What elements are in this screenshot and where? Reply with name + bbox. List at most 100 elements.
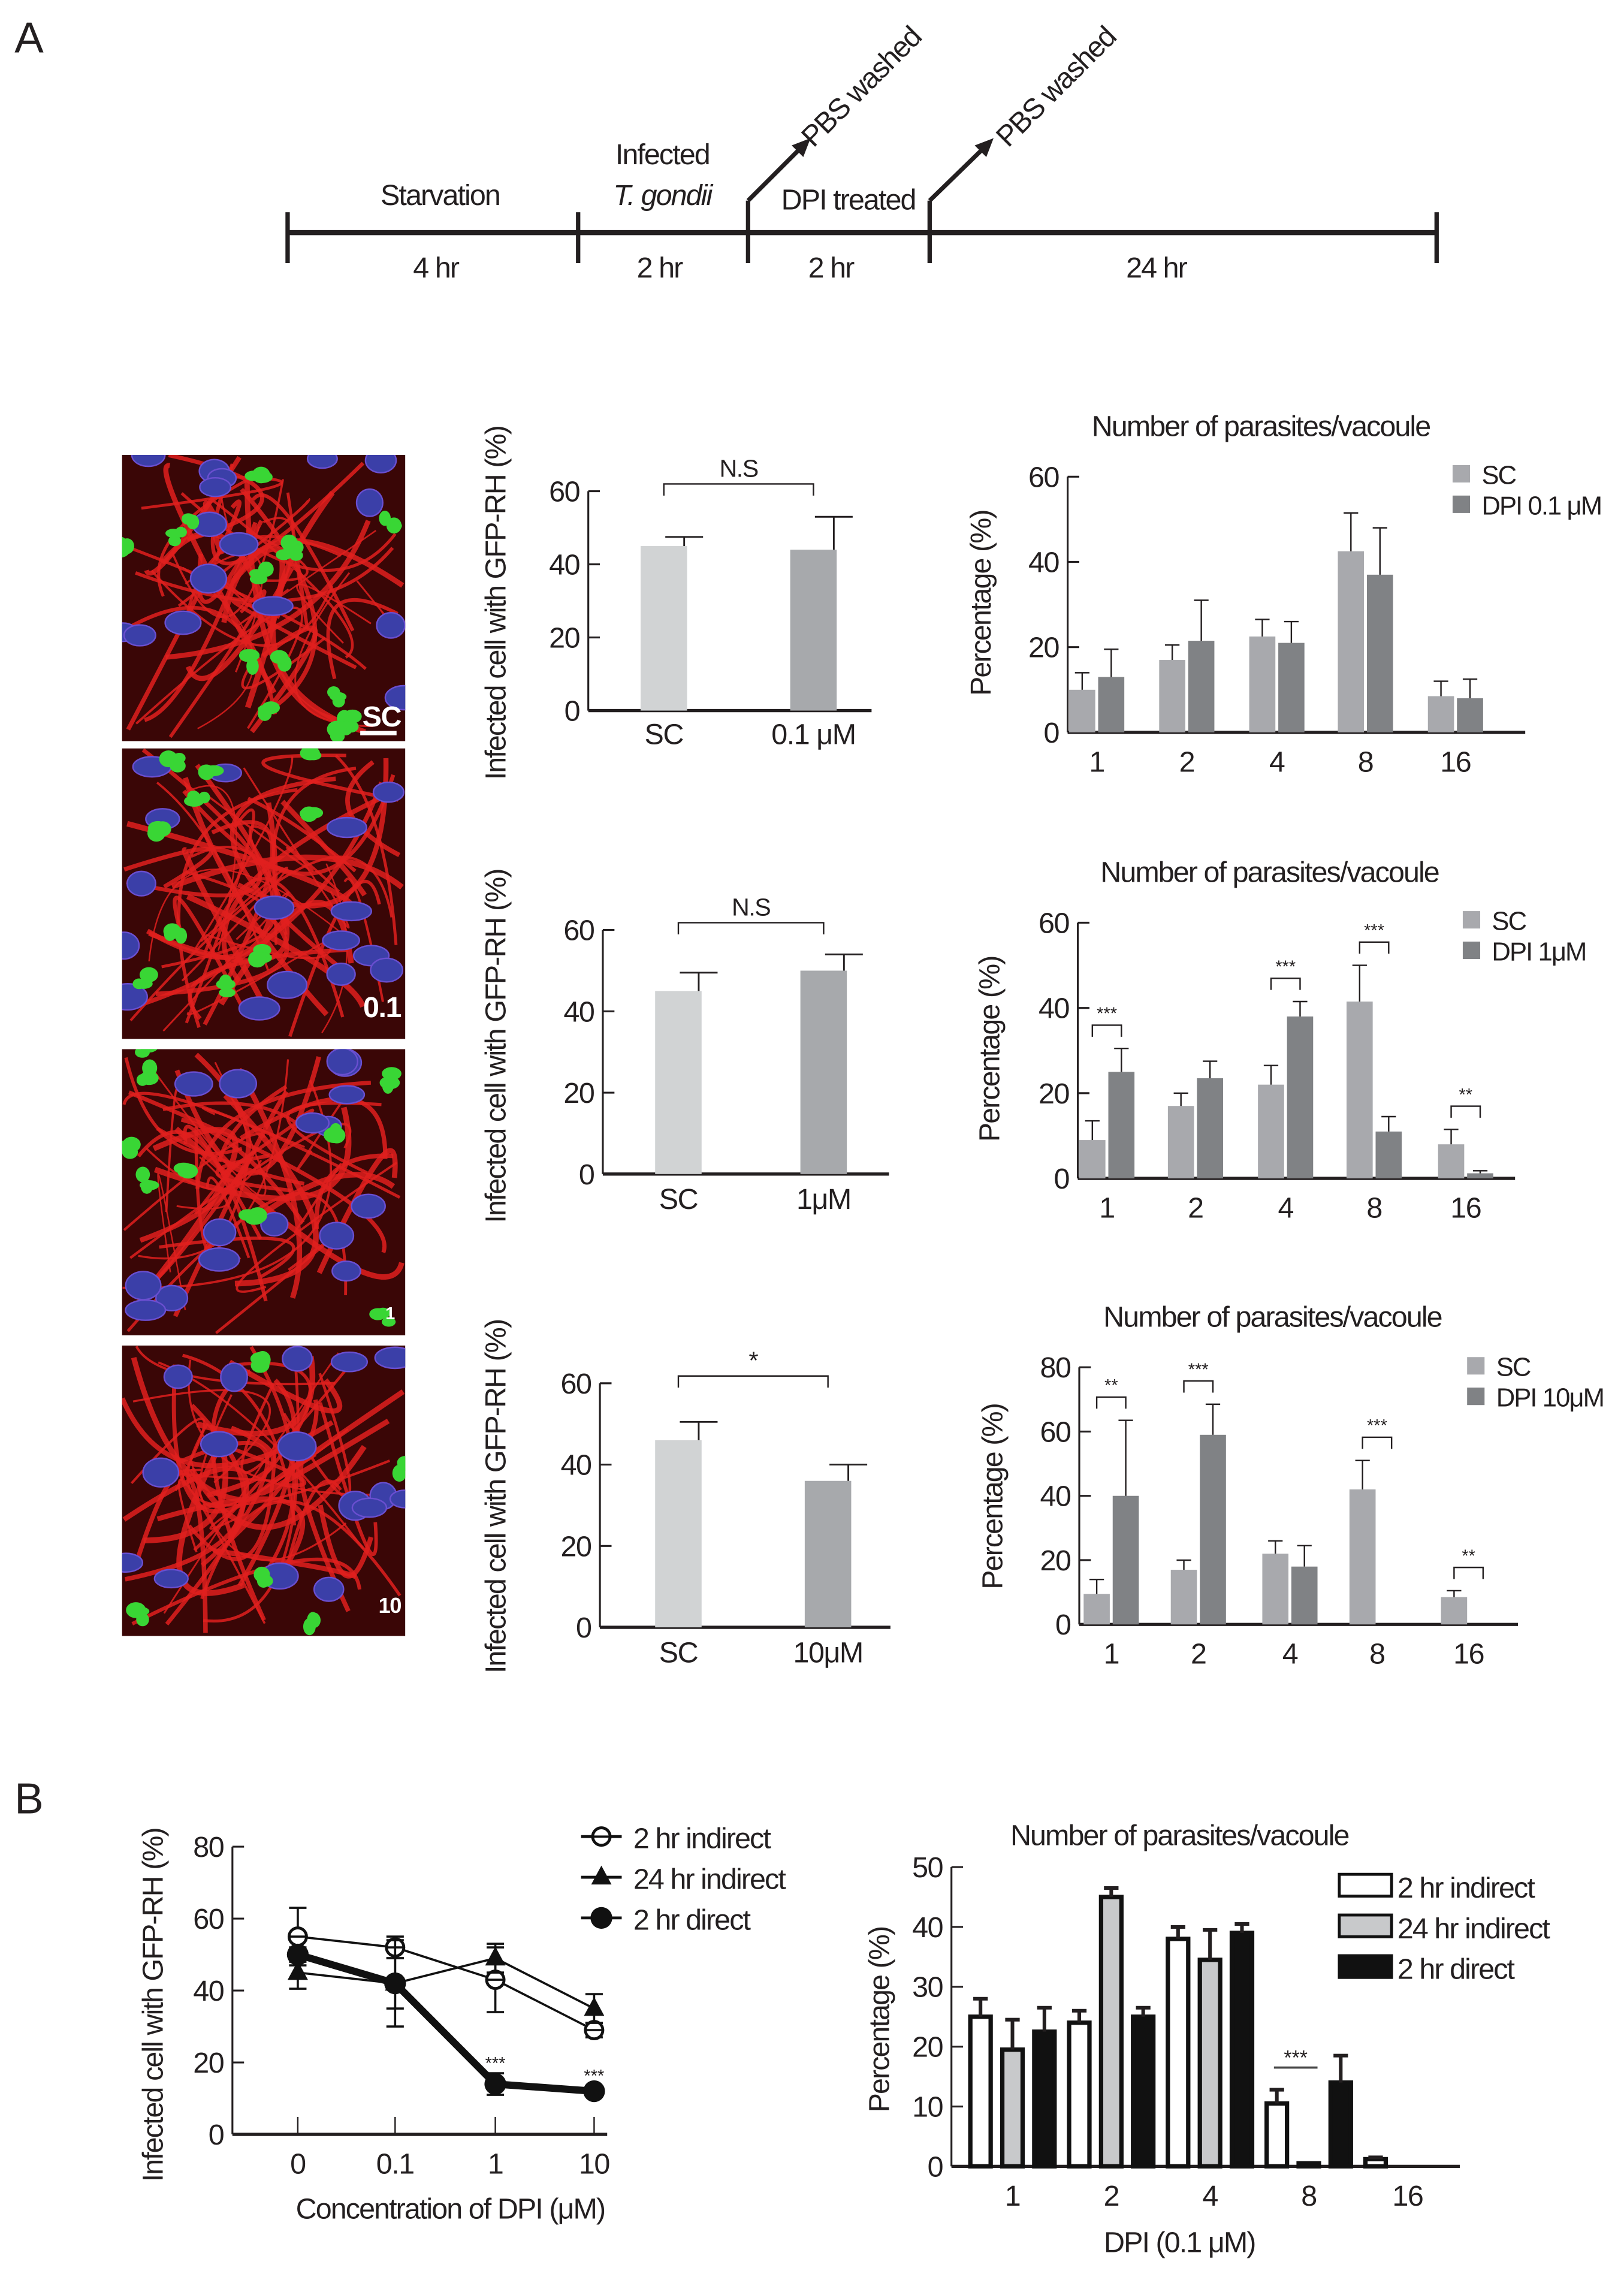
bar (1200, 1434, 1226, 1625)
filled-circle-marker (590, 1907, 612, 1929)
actin-fiber (293, 1163, 342, 1233)
bar (1258, 1084, 1284, 1179)
nucleus (123, 624, 156, 647)
x-axis-label: Concentration of DPI (μM) (296, 2193, 605, 2225)
timeline: Starvation Infected T. gondii DPI treate… (285, 21, 1439, 284)
y-axis-label: Infected cell with GFP-RH (%) (480, 869, 512, 1223)
actin-fiber (223, 1093, 319, 1287)
parasite (382, 1067, 402, 1081)
micrograph-label-10: 10 (378, 1593, 401, 1618)
x-tick-label: 1 (1005, 2180, 1021, 2212)
x-tick-label: 4 (1278, 1192, 1293, 1225)
panel-label-b: B (14, 1774, 44, 1823)
significance-label: *** (1097, 1005, 1117, 1024)
chart-3: 0 20 40 60 Percentage (%) Number of parasites… (974, 856, 1587, 1225)
nucleus (267, 970, 308, 999)
actin-fiber (196, 1356, 316, 1437)
series-line (297, 1935, 595, 2031)
parasite (142, 1059, 158, 1077)
parasite (379, 510, 391, 526)
chart-1: 0 20 40 60 Percentage (%) Number of parasites… (965, 410, 1602, 778)
significance-label: * (749, 1347, 759, 1374)
x-tick-label: 2 (1188, 1192, 1203, 1225)
bar (790, 550, 837, 711)
nucleus (164, 610, 202, 635)
bar (1032, 2029, 1057, 2169)
significance-bracket (663, 483, 814, 496)
x-tick-label: 8 (1358, 746, 1374, 778)
chart-4: 0 20 40 60 Infected cell with GFP-RH (%) SC 10… (480, 1320, 891, 1673)
micrograph-image (122, 748, 406, 1039)
bar (1375, 1131, 1402, 1179)
y-tick-label: 20 (561, 1530, 592, 1563)
actin-fiber (186, 894, 366, 1008)
significance-label: ** (1104, 1376, 1118, 1395)
triangle-marker (287, 1961, 308, 1980)
y-tick-label: 40 (1040, 1480, 1071, 1513)
y-tick-label: 0 (579, 1159, 594, 1191)
triangle-marker (591, 1865, 612, 1885)
actin-fiber (133, 1470, 208, 1633)
parasite (178, 1163, 198, 1179)
y-tick-label: 40 (1039, 993, 1070, 1025)
actin-fiber (161, 870, 275, 969)
nucleus (153, 1569, 189, 1589)
nucleus (372, 781, 405, 803)
legend-swatch (1467, 1388, 1485, 1406)
parasite (135, 1166, 150, 1183)
x-tick-label: 2 (1104, 2180, 1119, 2212)
filled-circle-marker (583, 2080, 605, 2103)
bar (1067, 2020, 1092, 2169)
bar (1349, 1489, 1376, 1625)
x-tick-label: 16 (1440, 746, 1471, 778)
duration-2hr-infection: 2 hr (637, 252, 684, 284)
legend-label: DPI 0.1 μM (1481, 491, 1601, 520)
parasite (397, 1457, 406, 1471)
micrograph-label-1: 1 (385, 1304, 395, 1323)
parasite (307, 1612, 319, 1628)
y-axis-label: Percentage (%) (863, 1927, 895, 2113)
significance-bracket (1453, 1566, 1484, 1579)
significance-label: N.S (719, 454, 757, 482)
micrograph-label-sc: SC (363, 701, 402, 733)
parasite (122, 538, 134, 554)
x-tick-label: 4 (1269, 746, 1285, 778)
bar (1079, 1140, 1106, 1179)
parasite (369, 1308, 387, 1320)
legend-label: SC (1492, 907, 1526, 936)
actin-fiber (129, 1123, 352, 1259)
y-tick-label: 20 (1028, 632, 1059, 664)
y-tick-label: 20 (1039, 1078, 1070, 1110)
micrograph-panel (122, 454, 406, 741)
chart-title: Number of parasites/vacoule (1092, 410, 1430, 442)
bar (1112, 1495, 1139, 1625)
actin-fiber (280, 1479, 342, 1587)
bar (1467, 1173, 1493, 1179)
actin-fiber (188, 1359, 373, 1496)
bar (1291, 1566, 1318, 1625)
parasite (182, 513, 195, 523)
legend-swatch (1338, 1954, 1393, 1979)
chart-5: 0 20 40 60 80 Percentage (%) Number of parasit… (977, 1301, 1605, 1670)
x-tick-label: 16 (1450, 1192, 1481, 1225)
nucleus (203, 1218, 237, 1247)
y-tick-label: 0 (1044, 717, 1059, 749)
actin-fiber (123, 1132, 266, 1231)
pbs-washed-label-1: PBS washed (795, 21, 928, 153)
parasite (147, 824, 166, 842)
parasite (245, 1214, 264, 1225)
parasite (159, 750, 178, 768)
bar (1166, 1937, 1191, 2169)
y-tick-label: 40 (912, 1911, 943, 1944)
actin-fiber (210, 462, 365, 566)
x-tick-label: 16 (1392, 2180, 1423, 2212)
parasite (140, 1180, 153, 1194)
parasite (219, 988, 236, 997)
actin-fiber (144, 521, 258, 722)
y-tick-label: 40 (549, 549, 580, 581)
y-axis-label: Infected cell with GFP-RH (%) (137, 1828, 169, 2182)
bar (1108, 1072, 1135, 1179)
bar (800, 970, 847, 1174)
bar (1338, 551, 1365, 732)
significance-bracket (1183, 1380, 1214, 1393)
